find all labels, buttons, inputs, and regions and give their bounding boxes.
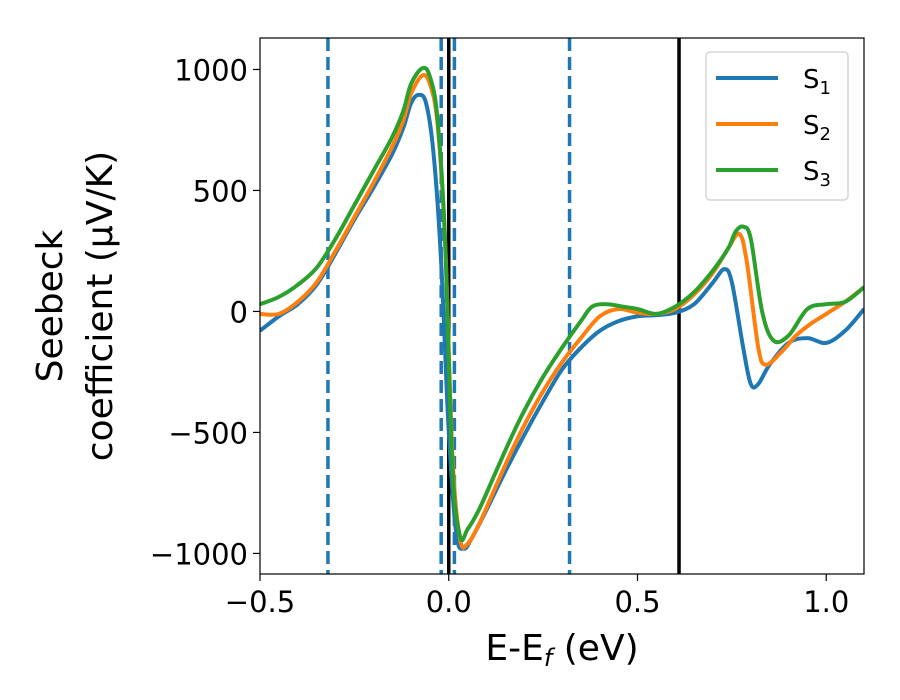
x-tick-label-3: 1.0 — [803, 585, 849, 619]
series-line-3 — [260, 65, 864, 543]
x-axis: −0.5 0.0 0.5 1.0 — [225, 574, 849, 619]
y-tick-label-3: 500 — [193, 174, 248, 208]
x-tick-label-1: 0.0 — [426, 585, 472, 619]
series-line-1 — [260, 92, 864, 551]
plot-frame — [259, 37, 865, 575]
legend-label-1: S1 — [803, 65, 831, 99]
y-tick-label-4: 1000 — [174, 53, 248, 87]
y-tick-label-2: 0 — [230, 295, 248, 329]
x-tick-label-0: −0.5 — [225, 585, 295, 619]
y-tick-label-1: −500 — [168, 416, 248, 450]
legend-label-3: S3 — [803, 157, 831, 191]
series-line-2 — [260, 73, 864, 550]
legend: S1 S2 S3 — [705, 51, 849, 201]
y-tick-label-0: −1000 — [150, 537, 248, 571]
x-tick-label-2: 0.5 — [614, 585, 660, 619]
series-lines — [260, 65, 864, 551]
y-axis: −1000 −500 0 500 1000 — [150, 53, 260, 571]
y-axis-label-line2: coefficient (μV/K) — [80, 151, 121, 461]
y-axis-label-line1: Seebeck — [30, 229, 71, 382]
legend-label-2: S2 — [803, 111, 831, 145]
x-axis-label: E-Ef (eV) — [485, 628, 638, 672]
